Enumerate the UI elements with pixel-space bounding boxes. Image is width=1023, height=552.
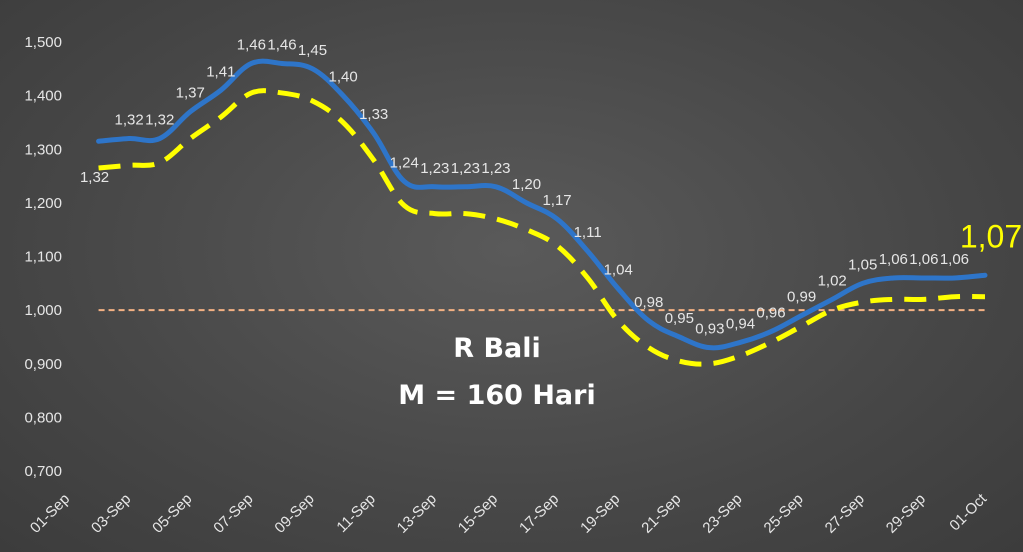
data-labels: 1,321,32 1,321,371,411,46 1,46 1,451,401,33…: [80, 36, 1022, 337]
data-label: 1,45: [298, 42, 327, 59]
data-label: 1,23: [481, 160, 510, 177]
x-tick-label: 25-Sep: [761, 490, 807, 536]
data-label: 1,23: [420, 160, 449, 177]
data-label: 1,33: [359, 106, 388, 123]
data-label: 1,40: [328, 69, 357, 86]
data-label: 0,98: [634, 294, 663, 311]
series-layer: [96, 58, 988, 367]
data-label: 0,94: [726, 315, 755, 332]
data-label: 1,06: [940, 251, 969, 268]
chart-title-line-1: R Bali: [453, 333, 541, 364]
data-label: 0,95: [665, 310, 694, 327]
x-tick-label: 13-Sep: [394, 490, 440, 536]
y-tick-label: 0,700: [24, 463, 62, 480]
x-tick-label: 21-Sep: [638, 490, 684, 536]
chart-title-line-2: M = 160 Hari: [398, 380, 595, 411]
chart-title: R Bali M = 160 Hari: [398, 333, 595, 411]
x-tick-label: 09-Sep: [271, 490, 317, 536]
data-label: 1,02: [818, 272, 847, 289]
y-tick-label: 0,800: [24, 409, 62, 426]
series-yellow-dashed-line: [98, 88, 986, 367]
data-label: 1,06: [879, 251, 908, 268]
y-tick-label: 1,300: [24, 141, 62, 158]
data-label: 1,11: [574, 224, 602, 241]
data-label: 1,32: [115, 112, 144, 129]
data-label: 1,23: [451, 160, 480, 177]
y-axis: 0,700 0,800 0,900 1,000 1,100 1,200 1,300 1,400…: [24, 34, 62, 480]
data-label: 0,96: [756, 305, 785, 322]
y-tick-label: 1,100: [24, 249, 62, 266]
series-blue-line: [96, 58, 988, 351]
data-label: 1,46: [237, 36, 266, 53]
data-label: 1,17: [542, 192, 571, 209]
data-label: 1,41: [206, 63, 235, 80]
data-label: 1,04: [604, 262, 633, 279]
y-tick-label: 1,400: [24, 88, 62, 105]
x-tick-label: 17-Sep: [516, 490, 562, 536]
y-tick-label: 1,200: [24, 195, 62, 212]
y-tick-label: 1,000: [24, 302, 62, 319]
x-tick-label: 15-Sep: [455, 490, 501, 536]
data-label: 1,37: [176, 85, 205, 102]
data-label: 1,46: [267, 36, 296, 53]
x-tick-label: 03-Sep: [88, 490, 134, 536]
x-tick-label: 07-Sep: [210, 490, 256, 536]
data-label: 0,93: [695, 321, 724, 338]
x-tick-label: 19-Sep: [577, 490, 623, 536]
data-label: 1,05: [848, 256, 877, 273]
x-tick-label: 27-Sep: [822, 490, 868, 536]
data-label: 1,24: [390, 154, 419, 171]
x-tick-label: 23-Sep: [699, 490, 745, 536]
x-axis: 01-Sep 03-Sep 05-Sep 07-Sep 09-Sep 11-Sep 13-S…: [27, 490, 991, 537]
x-tick-label: 01-Sep: [27, 490, 73, 536]
data-label: 1,07: [960, 218, 1022, 254]
x-tick-label: 29-Sep: [883, 490, 929, 536]
x-tick-label: 11-Sep: [333, 490, 378, 535]
data-label: 1,06: [909, 251, 938, 268]
data-label: 1,32: [145, 112, 174, 129]
y-tick-label: 1,500: [24, 34, 62, 51]
x-tick-label: 05-Sep: [149, 490, 195, 536]
data-label: 1,32: [80, 169, 109, 186]
data-label: 0,99: [787, 288, 816, 305]
x-tick-label: 01-Oct: [946, 490, 990, 534]
data-label: 1,20: [512, 176, 541, 193]
y-tick-label: 0,900: [24, 356, 62, 373]
